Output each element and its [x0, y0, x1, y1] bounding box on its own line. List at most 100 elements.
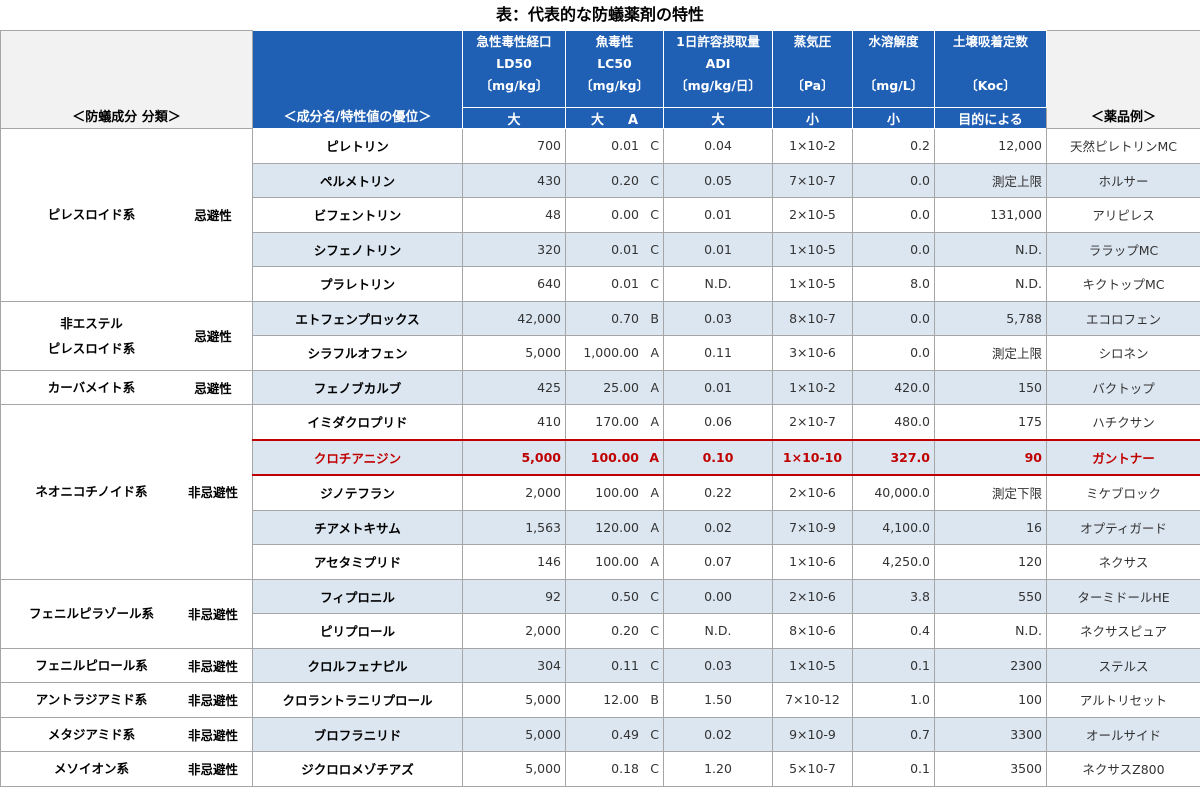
group-name: メタジアミド系	[47, 726, 136, 742]
water-solubility-cell: 0.2	[852, 128, 935, 164]
table-row: メソイオン系 非忌避性 ジクロロメゾチアズ 5,000 0.18 C 1.20 5×10-7 0…	[0, 751, 1200, 787]
ld50-cell: 2,000	[462, 613, 566, 649]
lc50-cell: 0.18 C	[565, 751, 664, 787]
group-cell: カーバメイト系 忌避性	[0, 369, 253, 405]
example-product: ネクサスZ800	[1046, 751, 1200, 787]
lc50-rank: C	[650, 207, 659, 223]
water-solubility-cell: 480.0	[852, 404, 935, 440]
vapor-pressure-cell: 7×10-9	[772, 509, 853, 545]
example-product: オプティガード	[1046, 509, 1200, 545]
koc-cell: 120	[934, 544, 1047, 580]
table-row: メタジアミド系 非忌避性 ブロフラニリド 5,000 0.49 C 0.02 9×10-9 0.…	[0, 716, 1200, 752]
compound-name: フィプロニル	[252, 578, 463, 614]
group-class: 非忌避性	[187, 485, 238, 501]
table-row: プラレトリン 640 0.01 C N.D. 1×10-5 8.0 N.D. キクトップMC	[1, 266, 1200, 302]
vapor-pressure-cell: 2×10-7	[772, 404, 853, 440]
compound-name: ペルメトリン	[252, 162, 463, 198]
example-product: ハチクサン	[1046, 404, 1200, 440]
vapor-pressure-cell: 1×10-2	[772, 128, 853, 164]
lc50-cell: 100.00 A	[565, 544, 664, 580]
lc50-cell: 100.00 A	[565, 438, 664, 476]
table-row: クロチアニジン 5,000 100.00 A 0.10 1×10-10 327.0 90 ガント…	[1, 438, 1200, 476]
lc50-rank: A	[650, 485, 659, 501]
ld50-cell: 410	[462, 404, 566, 440]
group-class: 忌避性	[194, 208, 232, 224]
table-row: ジノテフラン 2,000 100.00 A 0.22 2×10-6 40,000.0 測定下限…	[1, 474, 1200, 511]
lc50-value: 100.00	[595, 554, 639, 570]
ld50-cell: 5,000	[462, 438, 566, 476]
koc-cell: 175	[934, 404, 1047, 440]
group-name: 非エステル ピレスロイド系	[47, 315, 136, 356]
lc50-cell: 0.00 C	[565, 197, 664, 233]
group-class: 忌避性	[194, 329, 232, 344]
lc50-rank: C	[650, 761, 659, 777]
vapor-pressure-cell: 1×10-2	[772, 369, 853, 405]
example-product: アリピレス	[1046, 197, 1200, 233]
koc-cell: N.D.	[934, 613, 1047, 649]
lc50-value: 0.18	[611, 761, 639, 777]
group-name: ピレスロイド系	[47, 207, 136, 223]
lc50-cell: 0.01 C	[565, 266, 664, 302]
adi-cell: 0.10	[663, 438, 773, 476]
table-title: 表：代表的な防蟻薬剤の特性	[495, 5, 704, 24]
pref-ld50: 大	[462, 107, 566, 129]
lc50-cell: 12.00 B	[565, 682, 664, 718]
koc-cell: 5,788	[934, 300, 1047, 336]
water-solubility-cell: 0.1	[852, 647, 935, 683]
water-solubility-cell: 4,100.0	[852, 509, 935, 545]
table-row: シラフルオフェン 5,000 1,000.00 A 0.11 3×10-6 0.0 測定上限シ…	[1, 335, 1200, 371]
group-cell: フェニルピロール系 非忌避性	[0, 647, 253, 683]
compound-name: イミダクロプリド	[252, 404, 463, 440]
lc50-value: 0.49	[611, 726, 639, 742]
water-solubility-cell: 0.1	[852, 751, 935, 787]
example-product: ステルス	[1046, 647, 1200, 683]
table-row: アントラジアミド系 非忌避性 クロラントラニリプロール 5,000 12.00 B 1.50…	[0, 682, 1200, 718]
koc-cell: 測定下限	[934, 474, 1047, 511]
example-product: ホルサー	[1046, 162, 1200, 198]
vapor-pressure-cell: 1×10-10	[772, 438, 853, 476]
ld50-cell: 304	[462, 647, 566, 683]
table-row: フェニルピラゾール系 非忌避性 フィプロニル 92 0.50 C 0.00 2×10-6 3.8…	[0, 578, 1200, 649]
lc50-cell: 170.00 A	[565, 404, 664, 440]
compound-name: シラフルオフェン	[252, 335, 463, 371]
koc-cell: 3500	[934, 751, 1047, 787]
adi-cell: N.D.	[663, 266, 773, 302]
vapor-pressure-cell: 2×10-6	[772, 474, 853, 511]
name-header: ＜成分名/特性値の優位＞	[252, 30, 463, 129]
koc-cell: 550	[934, 578, 1047, 614]
adi-cell: 1.50	[663, 682, 773, 718]
water-solubility-cell: 0.0	[852, 197, 935, 233]
table-row: カーバメイト系 忌避性 フェノブカルブ 425 25.00 A 0.01 1×10-2 420.…	[0, 369, 1200, 405]
vapor-pressure-cell: 1×10-5	[772, 231, 853, 267]
lc50-rank: A	[650, 414, 659, 430]
compound-name: チアメトキサム	[252, 509, 463, 545]
lc50-value: 100.00	[595, 485, 639, 501]
water-solubility-cell: 0.4	[852, 613, 935, 649]
lc50-rank: C	[650, 138, 659, 154]
vapor-pressure-cell: 9×10-9	[772, 716, 853, 752]
lc50-value: 0.50	[611, 588, 639, 604]
adi-cell: 0.00	[663, 578, 773, 614]
pref-adi: 大	[663, 107, 773, 129]
adi-cell: N.D.	[663, 613, 773, 649]
table-row: ビフェントリン 48 0.00 C 0.01 2×10-5 0.0 131,000 アリピレス	[1, 197, 1200, 233]
lc50-rank: A	[650, 554, 659, 570]
adi-cell: 0.01	[663, 369, 773, 405]
group-cell: メタジアミド系 非忌避性	[0, 716, 253, 752]
example-product: 天然ピレトリンMC	[1046, 128, 1200, 164]
example-product: ネクサス	[1046, 544, 1200, 580]
lc50-cell: 0.01 C	[565, 231, 664, 267]
koc-cell: 100	[934, 682, 1047, 718]
lc50-rank: C	[650, 241, 659, 257]
group-cell: アントラジアミド系 非忌避性	[0, 682, 253, 718]
table-row: ペルメトリン 430 0.20 C 0.05 7×10-7 0.0 測定上限 ホルサー	[1, 162, 1200, 198]
vapor-pressure-cell: 2×10-6	[772, 578, 853, 614]
lc50-value: 0.01	[611, 241, 639, 257]
lc50-value: 0.20	[611, 172, 639, 188]
group-cell: フェニルピラゾール系 非忌避性	[0, 578, 253, 649]
adi-cell: 0.06	[663, 404, 773, 440]
ld50-cell: 5,000	[462, 751, 566, 787]
header-water-solubility: 水溶解度 〔mg/L〕	[852, 30, 935, 108]
lc50-cell: 100.00 A	[565, 474, 664, 511]
